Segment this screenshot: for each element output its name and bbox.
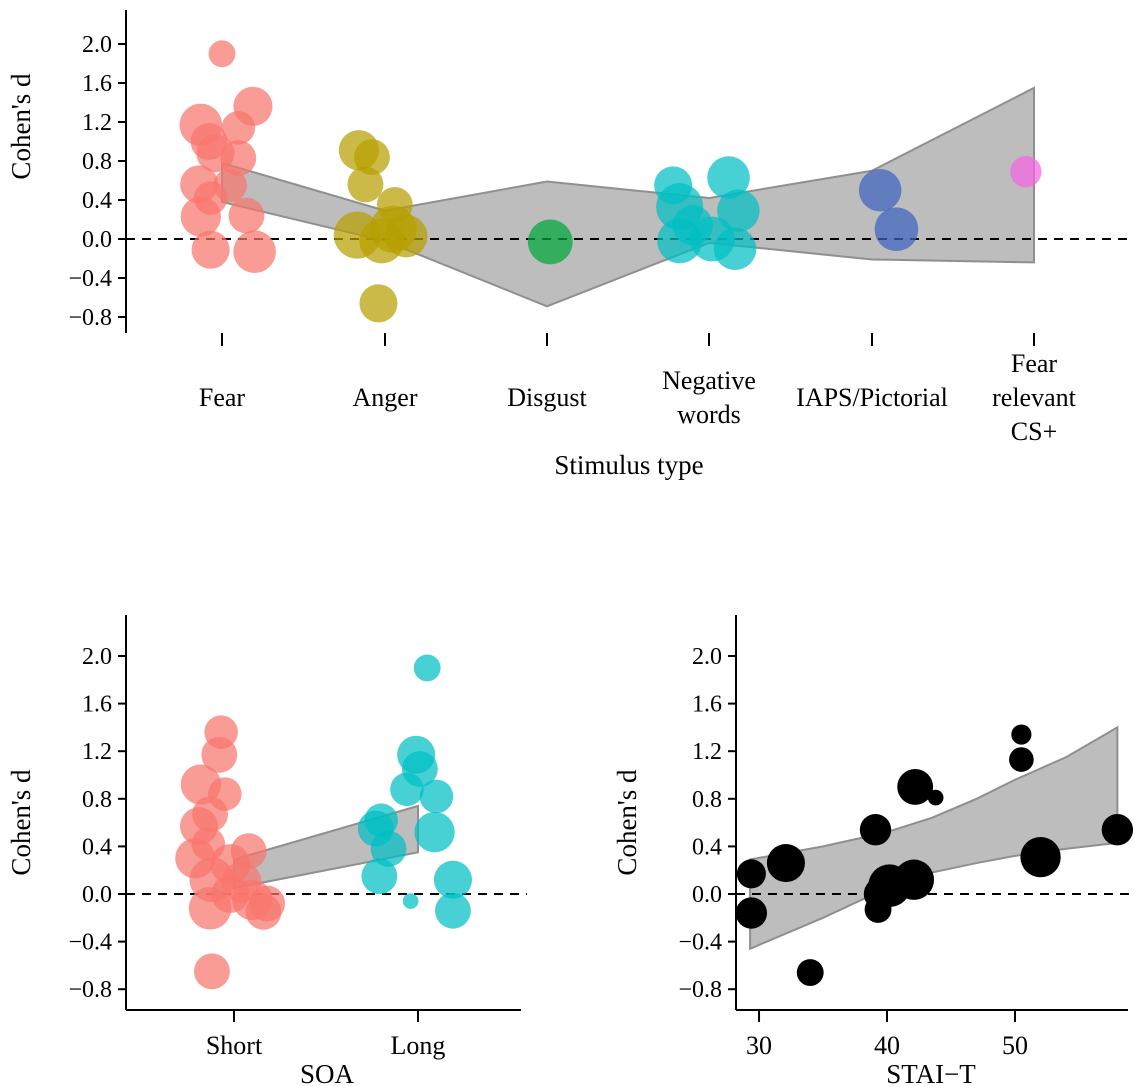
y-tick-label: −0.4: [68, 266, 112, 292]
y-axis-title: Cohen's d: [6, 73, 36, 180]
y-axis-title: Cohen's d: [6, 769, 36, 876]
data-point: [927, 789, 944, 806]
y-tick-label: 1.2: [82, 739, 112, 765]
y-tick-label: 0.8: [82, 787, 112, 813]
data-point: [201, 736, 238, 773]
panel-1: 2.0 1.6 1.2 0.8 0.4 0.0 −0.4 −0.8 Fear Anger Disgu…: [6, 10, 1134, 480]
x-axis-title: SOA: [300, 1059, 355, 1086]
data-point: [527, 219, 573, 265]
y-tick-label: 0.4: [82, 834, 112, 860]
y-tick-label: 1.6: [82, 692, 112, 718]
data-point: [402, 893, 419, 909]
data-point: [717, 189, 760, 233]
y-tick-label: 2.0: [82, 644, 112, 670]
data-point: [359, 218, 405, 264]
data-point: [1009, 747, 1034, 772]
data-point: [191, 230, 230, 269]
data-point: [766, 844, 805, 883]
data-point: [796, 959, 824, 986]
y-axis-title: Cohen's d: [612, 769, 642, 876]
data-point: [347, 166, 384, 203]
x-category-label: Disgust: [507, 383, 587, 412]
data-point: [859, 814, 892, 846]
data-point: [433, 860, 472, 899]
panel-2: 2.0 1.6 1.2 0.8 0.4 0.0 −0.4 −0.8 Short Long SOA Co…: [6, 615, 527, 1086]
y-tick-label: −0.4: [678, 930, 722, 956]
data-point: [858, 168, 902, 212]
confidence-band: [221, 86, 1035, 308]
y-tick-label: 0.0: [692, 882, 722, 908]
y-tick-label: 0.8: [692, 787, 722, 813]
data-point: [1011, 724, 1032, 745]
x-category-label: Anger: [353, 383, 418, 412]
y-tick-label: 0.4: [692, 834, 722, 860]
data-point: [194, 953, 230, 990]
x-category-label: Fear: [199, 383, 246, 412]
data-point: [707, 156, 750, 199]
data-point: [188, 887, 232, 930]
y-tick-label: 2.0: [692, 644, 722, 670]
data-point: [208, 40, 236, 68]
y-tick-label: 0.8: [82, 149, 112, 175]
y-tick-label: 0.0: [82, 882, 112, 908]
data-point: [413, 654, 441, 682]
data-point: [435, 892, 471, 929]
y-tick-label: −0.4: [68, 930, 112, 956]
data-point: [233, 230, 276, 273]
y-tick-label: −0.8: [678, 977, 722, 1003]
data-point: [390, 772, 424, 807]
x-tick-label: 50: [1002, 1031, 1028, 1060]
y-tick-label: 0.4: [82, 188, 112, 214]
x-category-label: Long: [391, 1031, 446, 1060]
data-point: [245, 893, 282, 930]
x-axis-title: STAI−T: [886, 1059, 976, 1086]
data-point: [657, 218, 703, 264]
x-category-label: CS+: [1011, 417, 1057, 446]
data-point: [713, 227, 757, 271]
x-category-label: Short: [206, 1031, 263, 1060]
data-point: [1101, 814, 1134, 846]
y-tick-label: 0.0: [82, 227, 112, 253]
data-point: [864, 896, 892, 923]
x-category-label: IAPS/Pictorial: [796, 383, 948, 412]
data-point: [1020, 836, 1061, 878]
y-tick-label: −0.8: [68, 977, 112, 1003]
data-point: [736, 859, 766, 889]
y-tick-label: −0.8: [68, 305, 112, 331]
y-tick-label: 2.0: [82, 32, 112, 58]
y-tick-label: 1.6: [82, 71, 112, 97]
data-point: [897, 768, 934, 805]
x-category-label: words: [677, 400, 741, 429]
data-point: [361, 858, 398, 895]
x-tick-label: 30: [746, 1031, 772, 1060]
panel-3: 2.0 1.6 1.2 0.8 0.4 0.0 −0.4 −0.8 30 40 50 STAI−T Co…: [612, 615, 1134, 1086]
x-tick-label: 40: [874, 1031, 900, 1060]
data-point: [220, 140, 257, 176]
data-point: [874, 207, 919, 252]
data-point: [359, 284, 398, 323]
x-category-label: Fear: [1011, 349, 1058, 378]
y-tick-label: 1.2: [82, 110, 112, 136]
data-point: [228, 197, 265, 234]
y-tick-label: 1.6: [692, 692, 722, 718]
data-point: [354, 139, 390, 176]
data-point: [419, 779, 454, 814]
data-point: [180, 196, 221, 237]
data-point: [221, 111, 256, 145]
x-axis-title: Stimulus type: [554, 450, 703, 480]
x-category-label: Negative: [662, 366, 756, 395]
y-tick-label: 1.2: [692, 739, 722, 765]
data-point: [1010, 156, 1042, 188]
data-point: [370, 830, 407, 867]
confidence-band: [749, 725, 1119, 951]
data-point: [735, 897, 768, 929]
x-category-label: relevant: [992, 383, 1077, 412]
data-point: [414, 811, 455, 853]
